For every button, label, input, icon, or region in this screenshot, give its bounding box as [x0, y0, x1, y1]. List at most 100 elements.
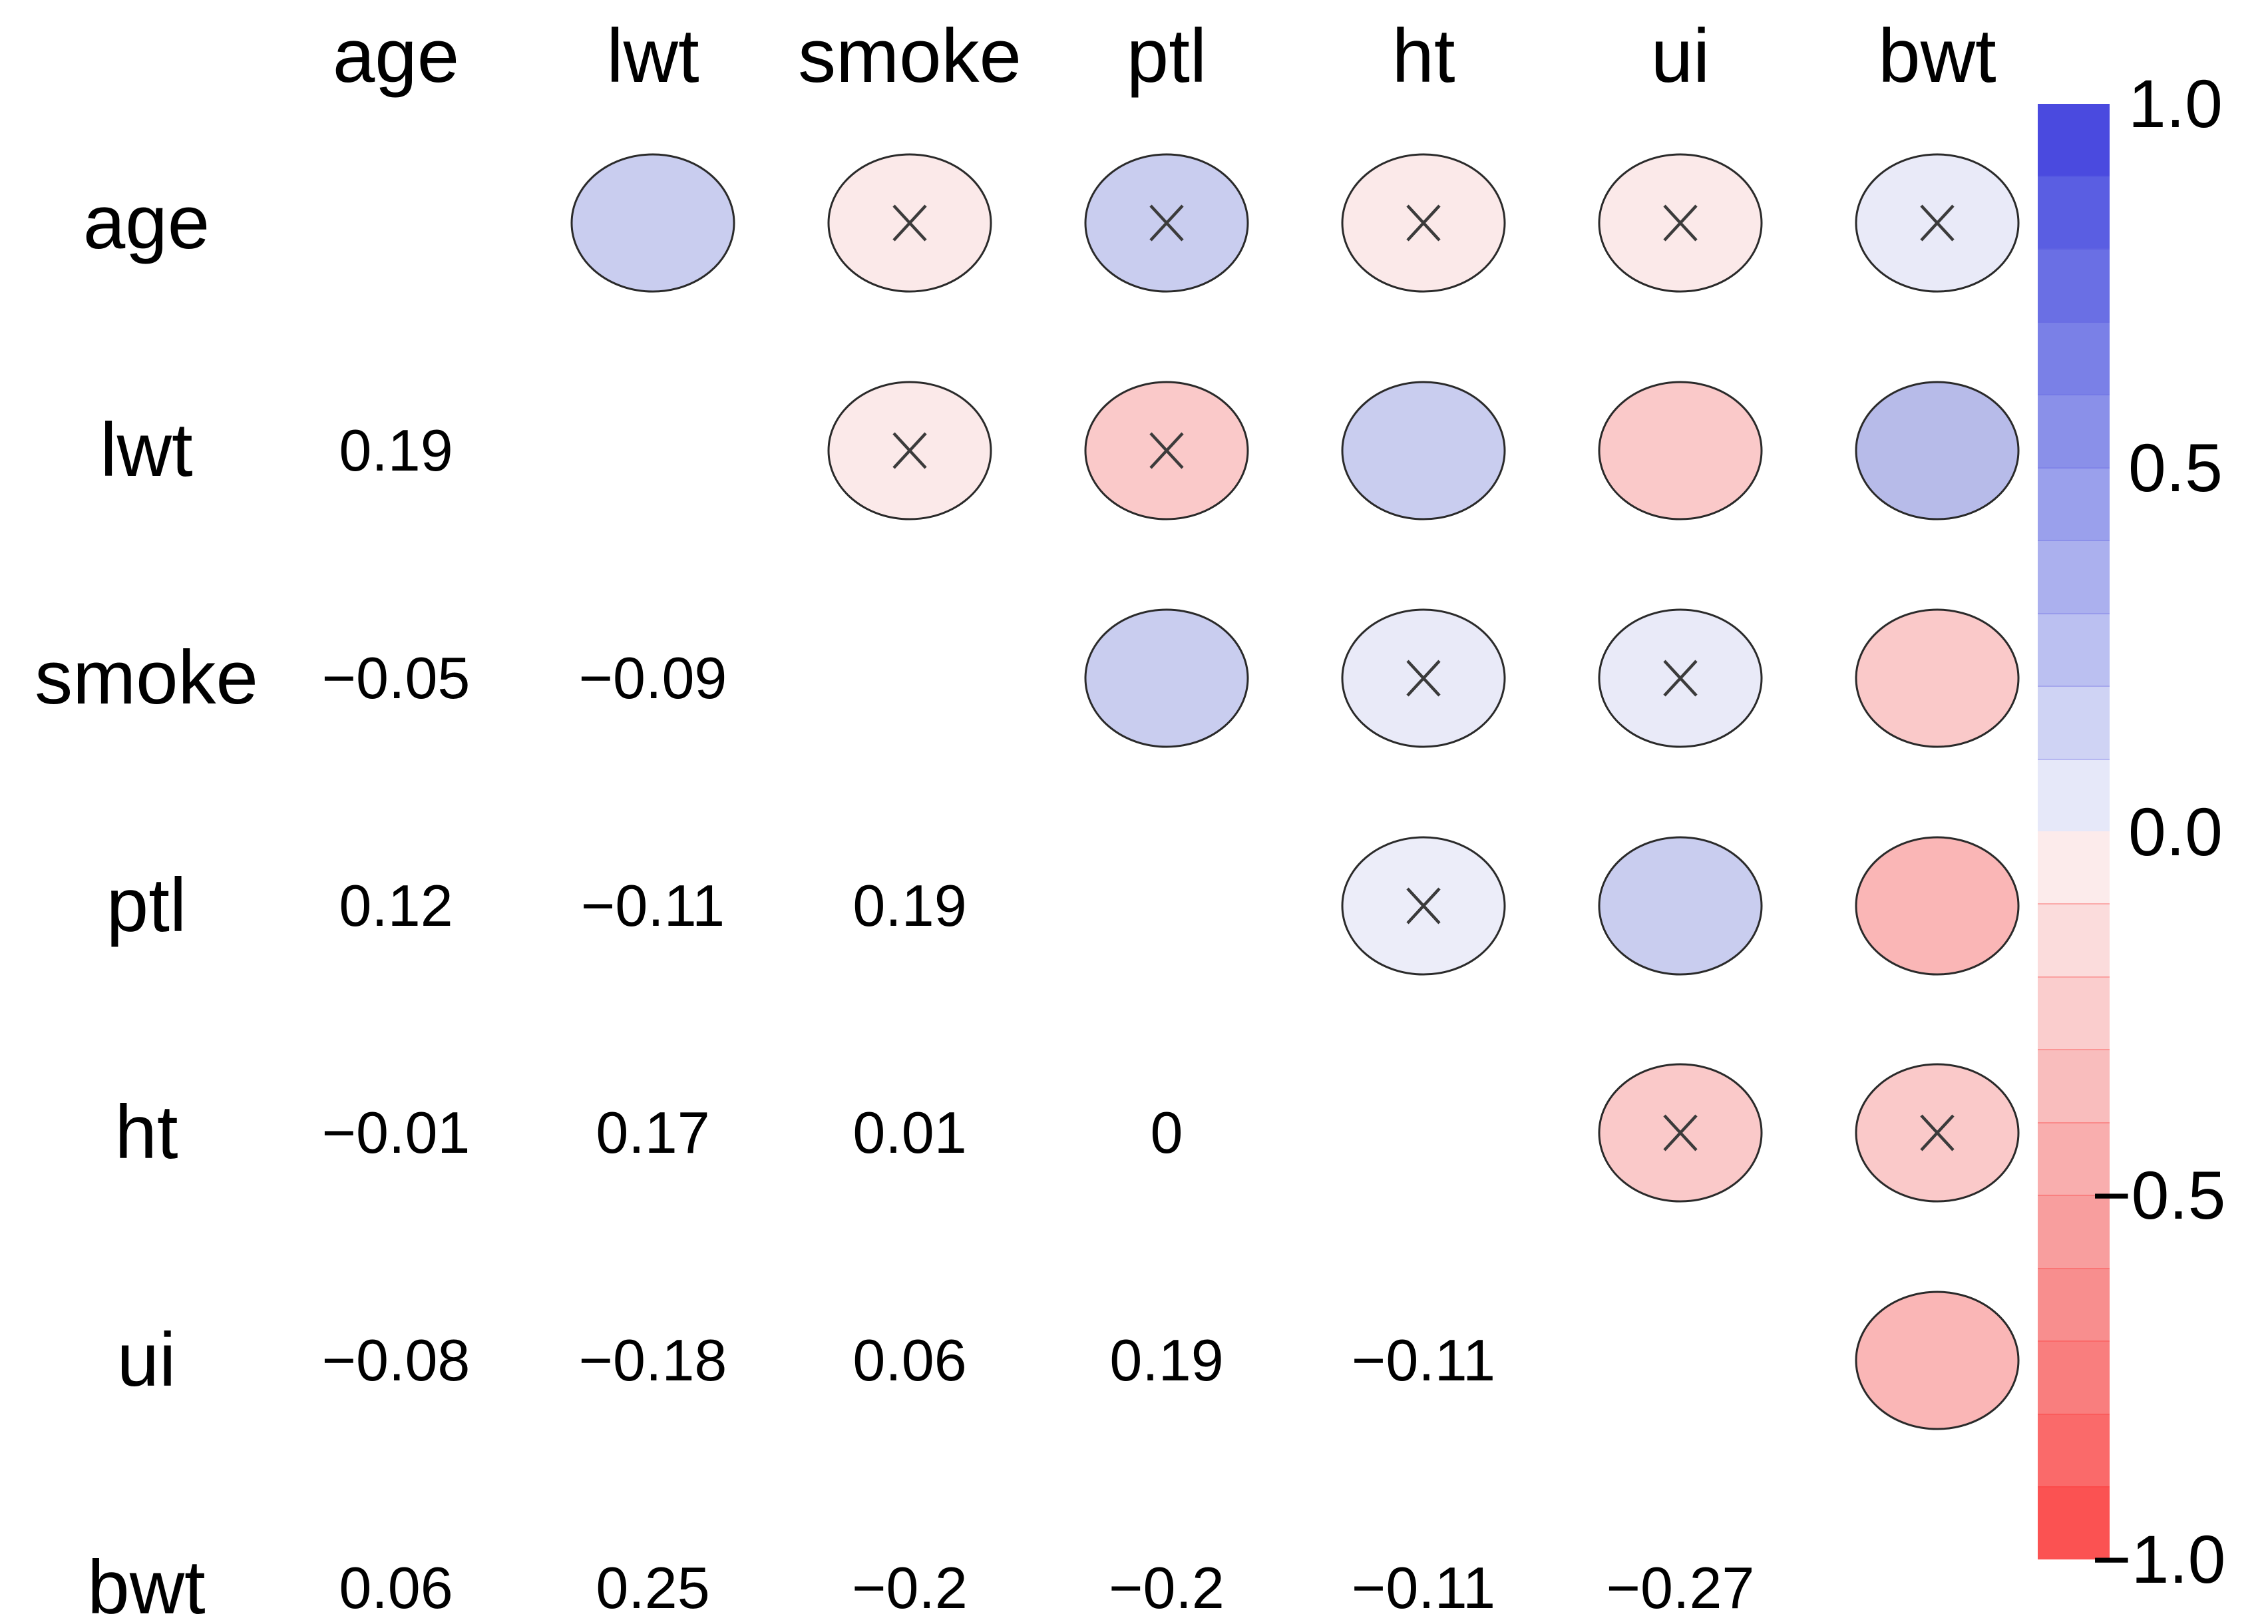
cell-lwt-ht — [1330, 371, 1517, 530]
value-ht-smoke: 0.01 — [852, 1100, 967, 1165]
value-ptl-age: 0.12 — [339, 873, 453, 938]
cell-ui-bwt — [1844, 1281, 2030, 1440]
col-header-ptl: ptl — [1126, 14, 1207, 99]
colorbar-tick-4: −1.0 — [2092, 1522, 2226, 1597]
colorbar-segment — [2038, 612, 2110, 686]
colorbar-segment — [2038, 104, 2110, 176]
x-mark-icon — [1406, 204, 1441, 242]
value-ui-ptl: 0.19 — [1109, 1327, 1224, 1393]
x-mark-icon — [1149, 204, 1184, 242]
cell-age-bwt — [1844, 143, 2030, 303]
value-ht-lwt: 0.17 — [596, 1100, 710, 1165]
colorbar-segment — [2038, 1413, 2110, 1487]
value-smoke-age: −0.05 — [321, 645, 471, 711]
value-ptl-smoke: 0.19 — [852, 873, 967, 938]
corr-ellipse-svg — [1598, 381, 1763, 520]
col-header-ht: ht — [1392, 14, 1455, 99]
corr-ellipse-svg — [1855, 1063, 2020, 1203]
value-lwt-age: 0.19 — [339, 417, 453, 483]
cell-smoke-ui — [1587, 598, 1774, 758]
x-mark-icon — [1920, 1114, 1955, 1151]
cell-age-smoke — [817, 143, 1003, 303]
x-mark-icon — [1406, 660, 1441, 697]
x-mark-icon — [1663, 1114, 1698, 1151]
colorbar-segment — [2038, 540, 2110, 613]
cell-smoke-bwt — [1844, 598, 2030, 758]
cell-lwt-smoke — [817, 371, 1003, 530]
corr-ellipse — [1855, 836, 2020, 976]
cell-lwt-ui — [1587, 371, 1774, 530]
corr-ellipse-svg — [827, 153, 992, 293]
corr-ellipse-svg — [1341, 153, 1506, 293]
cell-age-ui — [1587, 143, 1774, 303]
value-smoke-lwt: −0.09 — [578, 645, 727, 711]
value-ptl-lwt: −0.11 — [580, 873, 725, 938]
colorbar-segment — [2038, 686, 2110, 759]
corr-ellipse-svg — [1084, 153, 1249, 293]
value-bwt-ht: −0.11 — [1351, 1555, 1496, 1621]
corr-ellipse — [1341, 381, 1506, 520]
corr-ellipse — [1855, 381, 2020, 520]
row-label-bwt: bwt — [87, 1545, 206, 1624]
value-ui-smoke: 0.06 — [852, 1327, 967, 1393]
colorbar-segment — [2038, 175, 2110, 249]
colorbar-segment — [2038, 1049, 2110, 1122]
colorbar-tick-0: 1.0 — [2128, 66, 2223, 142]
x-mark-icon — [1149, 432, 1184, 469]
corr-ellipse-svg — [1855, 836, 2020, 976]
col-header-smoke: smoke — [798, 14, 1022, 99]
corr-ellipse-svg — [1855, 608, 2020, 748]
col-header-lwt: lwt — [606, 14, 699, 99]
corr-ellipse — [1084, 608, 1249, 748]
value-ht-age: −0.01 — [321, 1100, 471, 1165]
corr-ellipse-svg — [1855, 381, 2020, 520]
col-header-ui: ui — [1650, 14, 1710, 99]
colorbar-segment — [2038, 394, 2110, 467]
cell-ht-bwt — [1844, 1053, 2030, 1213]
colorbar-segment — [2038, 903, 2110, 976]
corr-ellipse-svg — [1341, 608, 1506, 748]
cell-age-lwt — [560, 143, 746, 303]
cell-ht-ui — [1587, 1053, 1774, 1213]
corr-ellipse-svg — [1855, 153, 2020, 293]
colorbar-segment — [2038, 1195, 2110, 1268]
colorbar-segment — [2038, 1121, 2110, 1195]
cell-smoke-ht — [1330, 598, 1517, 758]
corr-ellipse — [570, 153, 735, 293]
x-mark-icon — [1663, 204, 1698, 242]
corr-ellipse-svg — [1598, 1063, 1763, 1203]
corr-ellipse-svg — [1598, 836, 1763, 976]
corr-ellipse-svg — [1341, 836, 1506, 976]
corr-ellipse — [1855, 1291, 2020, 1430]
value-ui-lwt: −0.18 — [578, 1327, 727, 1393]
row-label-lwt: lwt — [100, 408, 193, 493]
value-bwt-smoke: −0.2 — [852, 1555, 968, 1621]
corr-ellipse-svg — [1598, 608, 1763, 748]
colorbar-segment — [2038, 758, 2110, 832]
corr-ellipse-svg — [827, 381, 992, 520]
x-mark-icon — [1920, 204, 1955, 242]
row-label-ht: ht — [114, 1090, 178, 1175]
corr-ellipse-svg — [1855, 1291, 2020, 1430]
corr-ellipse-svg — [1084, 608, 1249, 748]
cell-ptl-ui — [1587, 826, 1774, 986]
colorbar-segment — [2038, 1267, 2110, 1341]
x-mark-icon — [1663, 660, 1698, 697]
corr-ellipse — [1598, 381, 1763, 520]
colorbar-segment — [2038, 976, 2110, 1050]
cell-smoke-ptl — [1073, 598, 1260, 758]
corr-ellipse-svg — [1084, 381, 1249, 520]
cell-lwt-ptl — [1073, 371, 1260, 530]
value-bwt-ptl: −0.2 — [1109, 1555, 1225, 1621]
corr-ellipse-svg — [1598, 153, 1763, 293]
cell-age-ht — [1330, 143, 1517, 303]
cell-ptl-bwt — [1844, 826, 2030, 986]
colorbar-tick-1: 0.5 — [2128, 429, 2223, 506]
row-label-ptl: ptl — [106, 863, 187, 948]
row-label-age: age — [83, 180, 210, 265]
value-bwt-age: 0.06 — [339, 1555, 453, 1621]
cell-age-ptl — [1073, 143, 1260, 303]
x-mark-icon — [892, 204, 927, 242]
colorbar-segment — [2038, 1486, 2110, 1559]
